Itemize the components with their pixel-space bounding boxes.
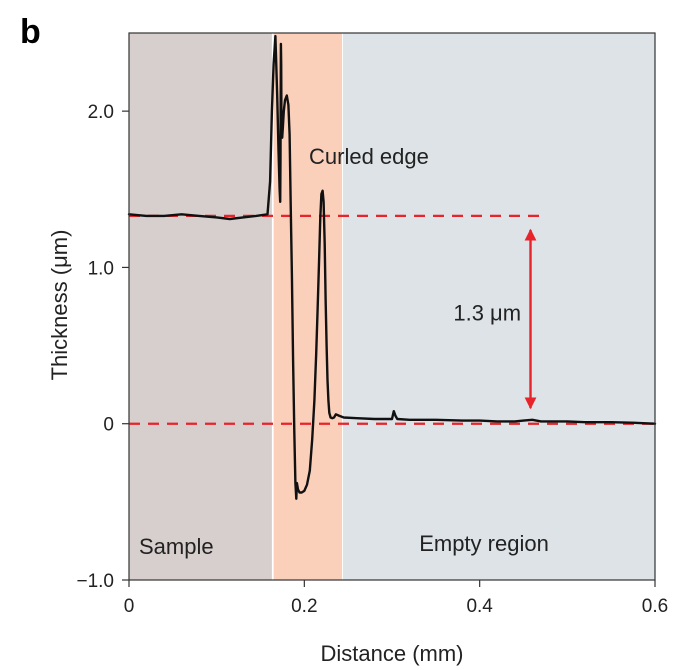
y-tick-label-3: 2.0	[88, 102, 114, 123]
annotation-0: 1.3 μm	[453, 301, 521, 326]
axes: 0 0.2 0.4 0.6 −1.0 0 1.0 2.0	[76, 32, 668, 617]
series-group	[127, 34, 657, 500]
region-band-0	[129, 33, 272, 580]
y-axis-title: Thickness (μm)	[47, 230, 72, 381]
x-tick-label-3: 0.6	[642, 596, 668, 617]
x-tick-label-1: 0.2	[291, 596, 317, 617]
region-label-0: Sample	[139, 534, 214, 559]
reference-lines	[129, 214, 655, 425]
region-label-1: Curled edge	[309, 144, 429, 169]
panel-label: b	[20, 13, 41, 51]
y-tick-label-1: 0	[103, 415, 114, 436]
x-axis-title: Distance (mm)	[320, 641, 463, 666]
region-bands	[129, 33, 655, 580]
y-tick-label-0: −1.0	[76, 571, 114, 592]
y-tick-label-2: 1.0	[88, 258, 114, 279]
region-band-2	[342, 33, 655, 580]
plot-frame	[128, 32, 656, 581]
x-tick-label-2: 0.4	[466, 596, 493, 617]
region-label-2: Empty region	[419, 531, 549, 556]
x-tick-label-0: 0	[124, 596, 135, 617]
annotations: Sample Curled edge Empty region 1.3 μm	[139, 144, 549, 559]
series-line-0	[127, 34, 657, 500]
region-band-1	[273, 33, 343, 580]
